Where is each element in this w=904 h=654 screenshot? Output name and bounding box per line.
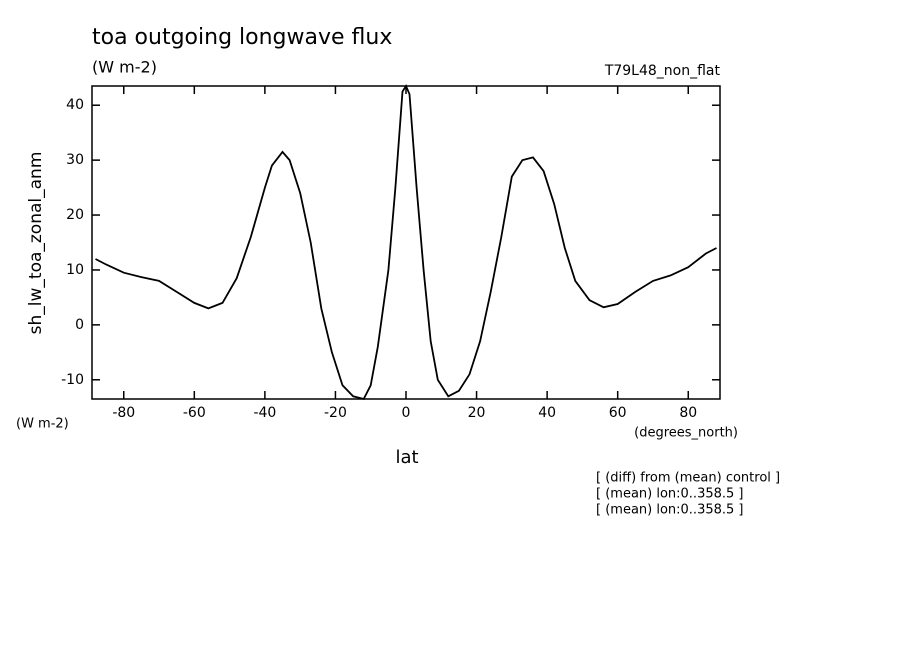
x-tick-label: -60 — [183, 405, 206, 421]
x-axis-label: lat — [395, 447, 418, 468]
x-tick-label: 40 — [538, 405, 556, 421]
y-axis-label: sh_lw_toa_zonal_anm — [26, 152, 46, 335]
y-units: (W m-2) — [16, 417, 69, 432]
chart-title: toa outgoing longwave flux — [92, 25, 392, 50]
y-tick-label: 20 — [66, 207, 84, 223]
note: [ (diff) from (mean) control ] — [596, 471, 780, 486]
subtitle: (W m-2) — [92, 58, 157, 77]
x-tick-label: -80 — [112, 405, 135, 421]
x-tick-label: -20 — [324, 405, 347, 421]
y-tick-label: 10 — [66, 262, 84, 278]
x-tick-label: 60 — [609, 405, 627, 421]
note: [ (mean) lon:0..358.5 ] — [596, 503, 744, 518]
x-tick-label: 20 — [468, 405, 486, 421]
y-tick-label: -10 — [61, 372, 84, 388]
data-line — [95, 84, 717, 401]
note: [ (mean) lon:0..358.5 ] — [596, 487, 744, 502]
x-tick-label: 0 — [402, 405, 411, 421]
y-tick-label: 0 — [75, 317, 84, 333]
run-label: T79L48_non_flat — [604, 63, 721, 79]
plot-frame — [91, 85, 721, 400]
y-tick-label: 40 — [66, 97, 84, 113]
y-tick-label: 30 — [66, 152, 84, 168]
x-units: (degrees_north) — [634, 426, 738, 441]
x-tick-label: -40 — [253, 405, 276, 421]
x-tick-label: 80 — [679, 405, 697, 421]
